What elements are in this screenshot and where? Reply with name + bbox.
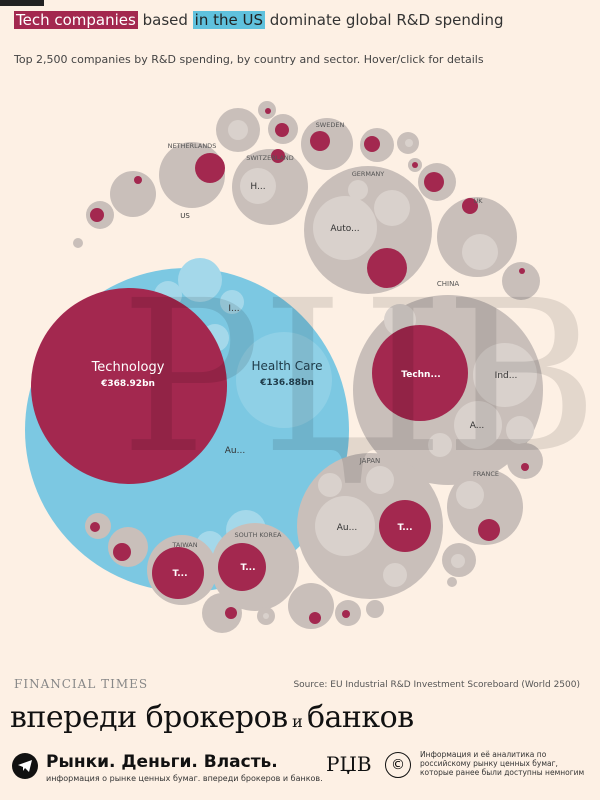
germany-inner-bubbles — [313, 180, 410, 260]
title-highlight-us: in the US — [192, 11, 265, 29]
channel-slogan: впереди брокеров и банков — [10, 700, 414, 735]
france-inner-bubble — [456, 481, 484, 509]
bubble-chart: РЏВ US Technology €368.92bn Health Care … — [25, 101, 599, 633]
label-taiwan-tech: T... — [172, 569, 187, 579]
slogan-part-1: впереди брокеров — [10, 700, 288, 735]
label-taiwan: TAIWAN — [171, 541, 197, 549]
slogan-and: и — [287, 712, 307, 731]
bubble-france-tech[interactable] — [478, 519, 500, 541]
bubble-china-tech[interactable] — [372, 325, 468, 421]
bubble-netherlands-tech[interactable] — [195, 153, 225, 183]
disclaimer-text: Информация и её аналитика по российскому… — [420, 750, 585, 777]
label-germany-auto: Auto... — [330, 224, 359, 234]
label-japan-au: Au... — [337, 523, 357, 533]
title-accent-bar — [0, 0, 44, 6]
title-text-1: based — [137, 11, 193, 29]
label-japan: JAPAN — [359, 457, 381, 465]
china-inner-bubbles — [384, 304, 537, 457]
japan-inner-bubbles — [315, 466, 407, 587]
bubble-switzerland-tech[interactable] — [271, 149, 285, 163]
label-china-ind: Ind... — [495, 371, 518, 381]
copyright-icon: © — [385, 752, 411, 778]
bubble-japan-tech[interactable] — [379, 500, 431, 552]
bubble-taiwan-tech[interactable] — [152, 547, 204, 599]
title-highlight-tech: Tech companies — [14, 11, 138, 29]
label-uk: UK — [473, 197, 483, 205]
bubble-us-tech[interactable] — [31, 288, 227, 484]
label-us-health: Health Care — [251, 359, 322, 373]
label-switzerland: SWITZERLAND — [246, 154, 294, 162]
title-text-2: dominate global R&D spending — [265, 11, 504, 29]
chart-header: Tech companies based in the US dominate … — [0, 0, 600, 80]
chart-title: Tech companies based in the US dominate … — [14, 11, 504, 29]
telegram-icon[interactable] — [12, 753, 38, 779]
label-netherlands: NETHERLANDS — [168, 142, 217, 150]
label-china: CHINA — [437, 280, 459, 288]
bubble-us-health[interactable] — [236, 332, 332, 428]
bubble-germany-tech[interactable] — [367, 248, 407, 288]
rzb-logo: РЏВ — [326, 752, 372, 776]
financial-times-logo: FINANCIAL TIMES — [14, 677, 149, 691]
value-us-tech: €368.92bn — [100, 379, 155, 389]
label-south-korea-tech: T... — [240, 563, 255, 573]
slogan-part-2: банков — [306, 700, 414, 735]
label-us-au: Au... — [225, 446, 245, 456]
label-sweden: SWEDEN — [316, 121, 345, 129]
label-switzerland-h: H... — [250, 182, 265, 192]
label-china-a: A... — [470, 421, 485, 431]
label-china-tech: Techn... — [401, 370, 440, 380]
uk-inner-bubble — [462, 234, 498, 270]
source-note: Source: EU Industrial R&D Investment Sco… — [293, 680, 580, 690]
bubble-sweden-tech[interactable] — [310, 131, 330, 151]
switzerland-inner-bubble — [240, 168, 276, 204]
bubble-uk-tech[interactable] — [462, 198, 478, 214]
brand-name: Рынки. Деньги. Власть. — [46, 752, 278, 772]
watermark-text: РЏВ — [120, 255, 599, 500]
label-france: FRANCE — [473, 470, 499, 478]
label-japan-tech: T... — [397, 523, 412, 533]
small-country-bubbles — [73, 101, 543, 633]
brand-tagline: информация о рынке ценных бумаг. впереди… — [46, 774, 323, 783]
chart-subtitle: Top 2,500 companies by R&D spending, by … — [14, 53, 484, 66]
label-us: US — [180, 212, 190, 220]
bubble-south-korea-tech[interactable] — [218, 543, 266, 591]
label-us-tech: Technology — [91, 360, 165, 375]
label-us-i: I... — [228, 304, 239, 314]
label-south-korea: SOUTH KOREA — [234, 531, 282, 539]
value-us-health: €136.88bn — [259, 378, 314, 388]
label-germany: GERMANY — [352, 170, 385, 178]
